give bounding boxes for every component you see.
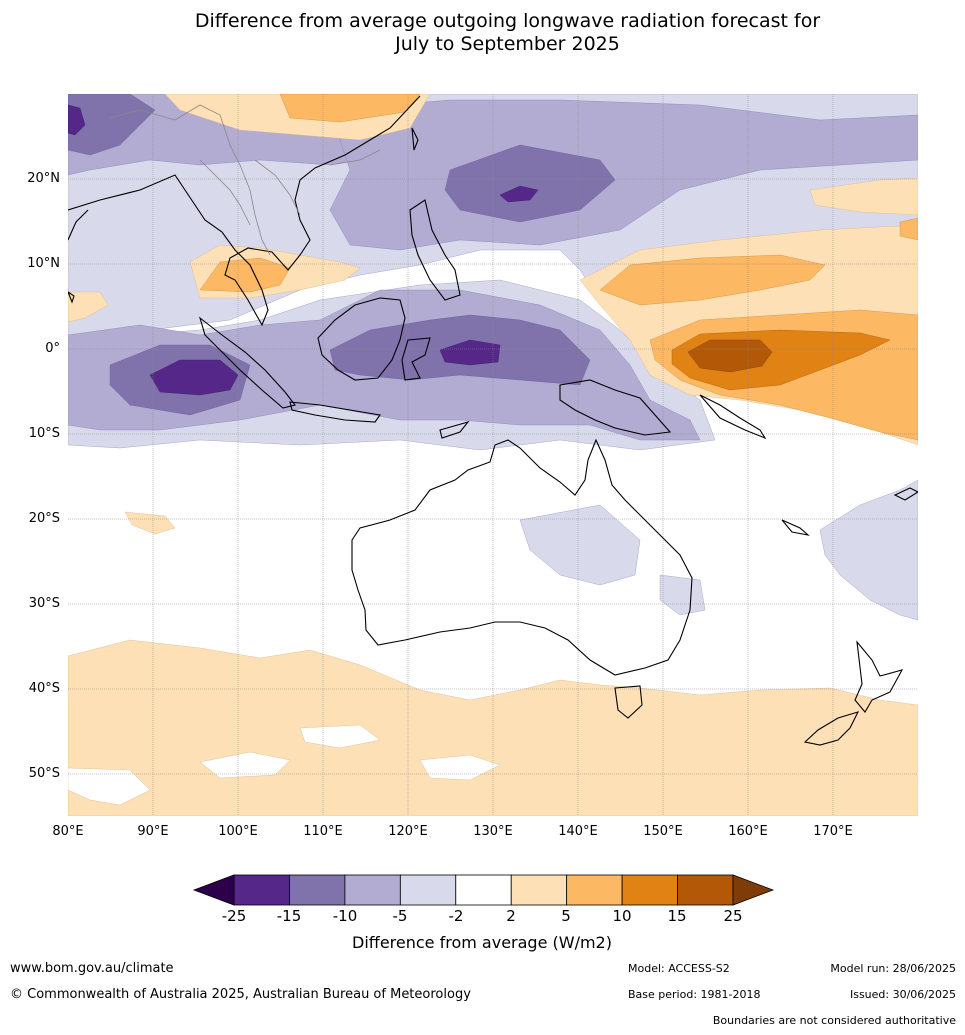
lat-label-10n: 10°N <box>27 256 60 271</box>
new-zealand-south-coast <box>803 711 860 746</box>
sri-lanka-coast <box>68 291 75 304</box>
sulawesi-coast <box>401 337 431 381</box>
mainland-se-asia-coast <box>68 95 421 327</box>
timor-coast <box>439 420 470 439</box>
website-link[interactable]: www.bom.gov.au/climate <box>10 961 174 976</box>
chart-title: Difference from average outgoing longwav… <box>0 10 965 56</box>
lon-label-110e: 110°E <box>303 824 343 839</box>
colorbar-swatch-pos-15-25 <box>677 874 734 906</box>
colorbar-swatch-pos-5-10 <box>566 874 623 906</box>
colorbar-swatch-neutral <box>455 874 512 906</box>
issued-date: Issued: 30/06/2025 <box>849 988 956 1001</box>
colorbar-tick-label: 2 <box>506 907 516 925</box>
title-line-2: July to September 2025 <box>395 33 620 55</box>
base-period: Base period: 1981-2018 <box>628 988 761 1001</box>
lat-label-30s: 30°S <box>28 596 60 611</box>
new-caledonia-coast <box>781 519 810 536</box>
colorbar-swatch-neg-25-15 <box>233 874 290 906</box>
fiji-coast <box>893 487 918 501</box>
lat-label-40s: 40°S <box>28 681 60 696</box>
lon-label-150e: 150°E <box>643 824 683 839</box>
coastlines <box>68 95 918 746</box>
colorbar-tick-label: -10 <box>332 907 358 925</box>
new-guinea-coast <box>559 379 672 436</box>
colorbar-extend-low <box>192 874 235 906</box>
lon-label-120e: 120°E <box>388 824 428 839</box>
lon-label-140e: 140°E <box>558 824 598 839</box>
model-name: Model: ACCESS-S2 <box>628 962 730 975</box>
title-line-1: Difference from average outgoing longwav… <box>194 10 821 32</box>
anomaly-band-neg-25-15 <box>68 104 539 396</box>
sumatra-coast <box>198 316 296 409</box>
model-run-date: Model run: 28/06/2025 <box>830 962 956 975</box>
copyright-notice: © Commonwealth of Australia 2025, Austra… <box>10 987 471 1002</box>
borneo-coast <box>317 297 406 381</box>
india-coast <box>68 209 89 241</box>
anomaly-band-pos-15-25 <box>687 339 773 373</box>
java-coast <box>289 401 381 423</box>
tasmania-coast <box>614 685 643 719</box>
lon-label-160e: 160°E <box>728 824 768 839</box>
lat-label-20s: 20°S <box>28 511 60 526</box>
lat-label-0: 0° <box>45 341 60 356</box>
solomon-islands-coast <box>699 394 767 440</box>
australia-coast <box>351 438 693 676</box>
boundaries-disclaimer: Boundaries are not considered authoritat… <box>712 1014 956 1027</box>
colorbar-swatch-pos-10-15 <box>621 874 678 906</box>
colorbar-tick-label: 25 <box>723 907 743 925</box>
colorbar-tick-label: -25 <box>221 907 247 925</box>
colorbar-tick-label: -2 <box>448 907 464 925</box>
lon-label-90e: 90°E <box>137 824 169 839</box>
lat-label-50s: 50°S <box>28 766 60 781</box>
colorbar-swatch-pos-2-5 <box>510 874 568 906</box>
colorbar-tick-label: -15 <box>276 907 302 925</box>
colorbar-tick-label: -5 <box>392 907 408 925</box>
lon-label-80e: 80°E <box>52 824 84 839</box>
lon-label-170e: 170°E <box>813 824 853 839</box>
country-borders <box>109 104 381 256</box>
colorbar-tick-label: 5 <box>561 907 571 925</box>
philippines-coast <box>409 199 461 301</box>
colorbar-tick-label: 10 <box>612 907 632 925</box>
graticule <box>68 94 918 816</box>
lon-label-100e: 100°E <box>218 824 258 839</box>
colorbar-swatch-neg-15-10 <box>289 874 346 906</box>
colorbar-extend-high <box>732 874 775 906</box>
taiwan-coast <box>411 127 419 151</box>
lat-label-20n: 20°N <box>27 171 60 186</box>
new-zealand-north-coast <box>854 640 904 713</box>
lon-label-130e: 130°E <box>473 824 513 839</box>
colorbar-swatch-neg-10-5 <box>344 874 401 906</box>
colorbar-tick-label: 15 <box>667 907 687 925</box>
colorbar-swatch-neg-5-2 <box>399 874 457 906</box>
colorbar-title: Difference from average (W/m2) <box>352 933 612 952</box>
lat-label-10s: 10°S <box>28 426 60 441</box>
